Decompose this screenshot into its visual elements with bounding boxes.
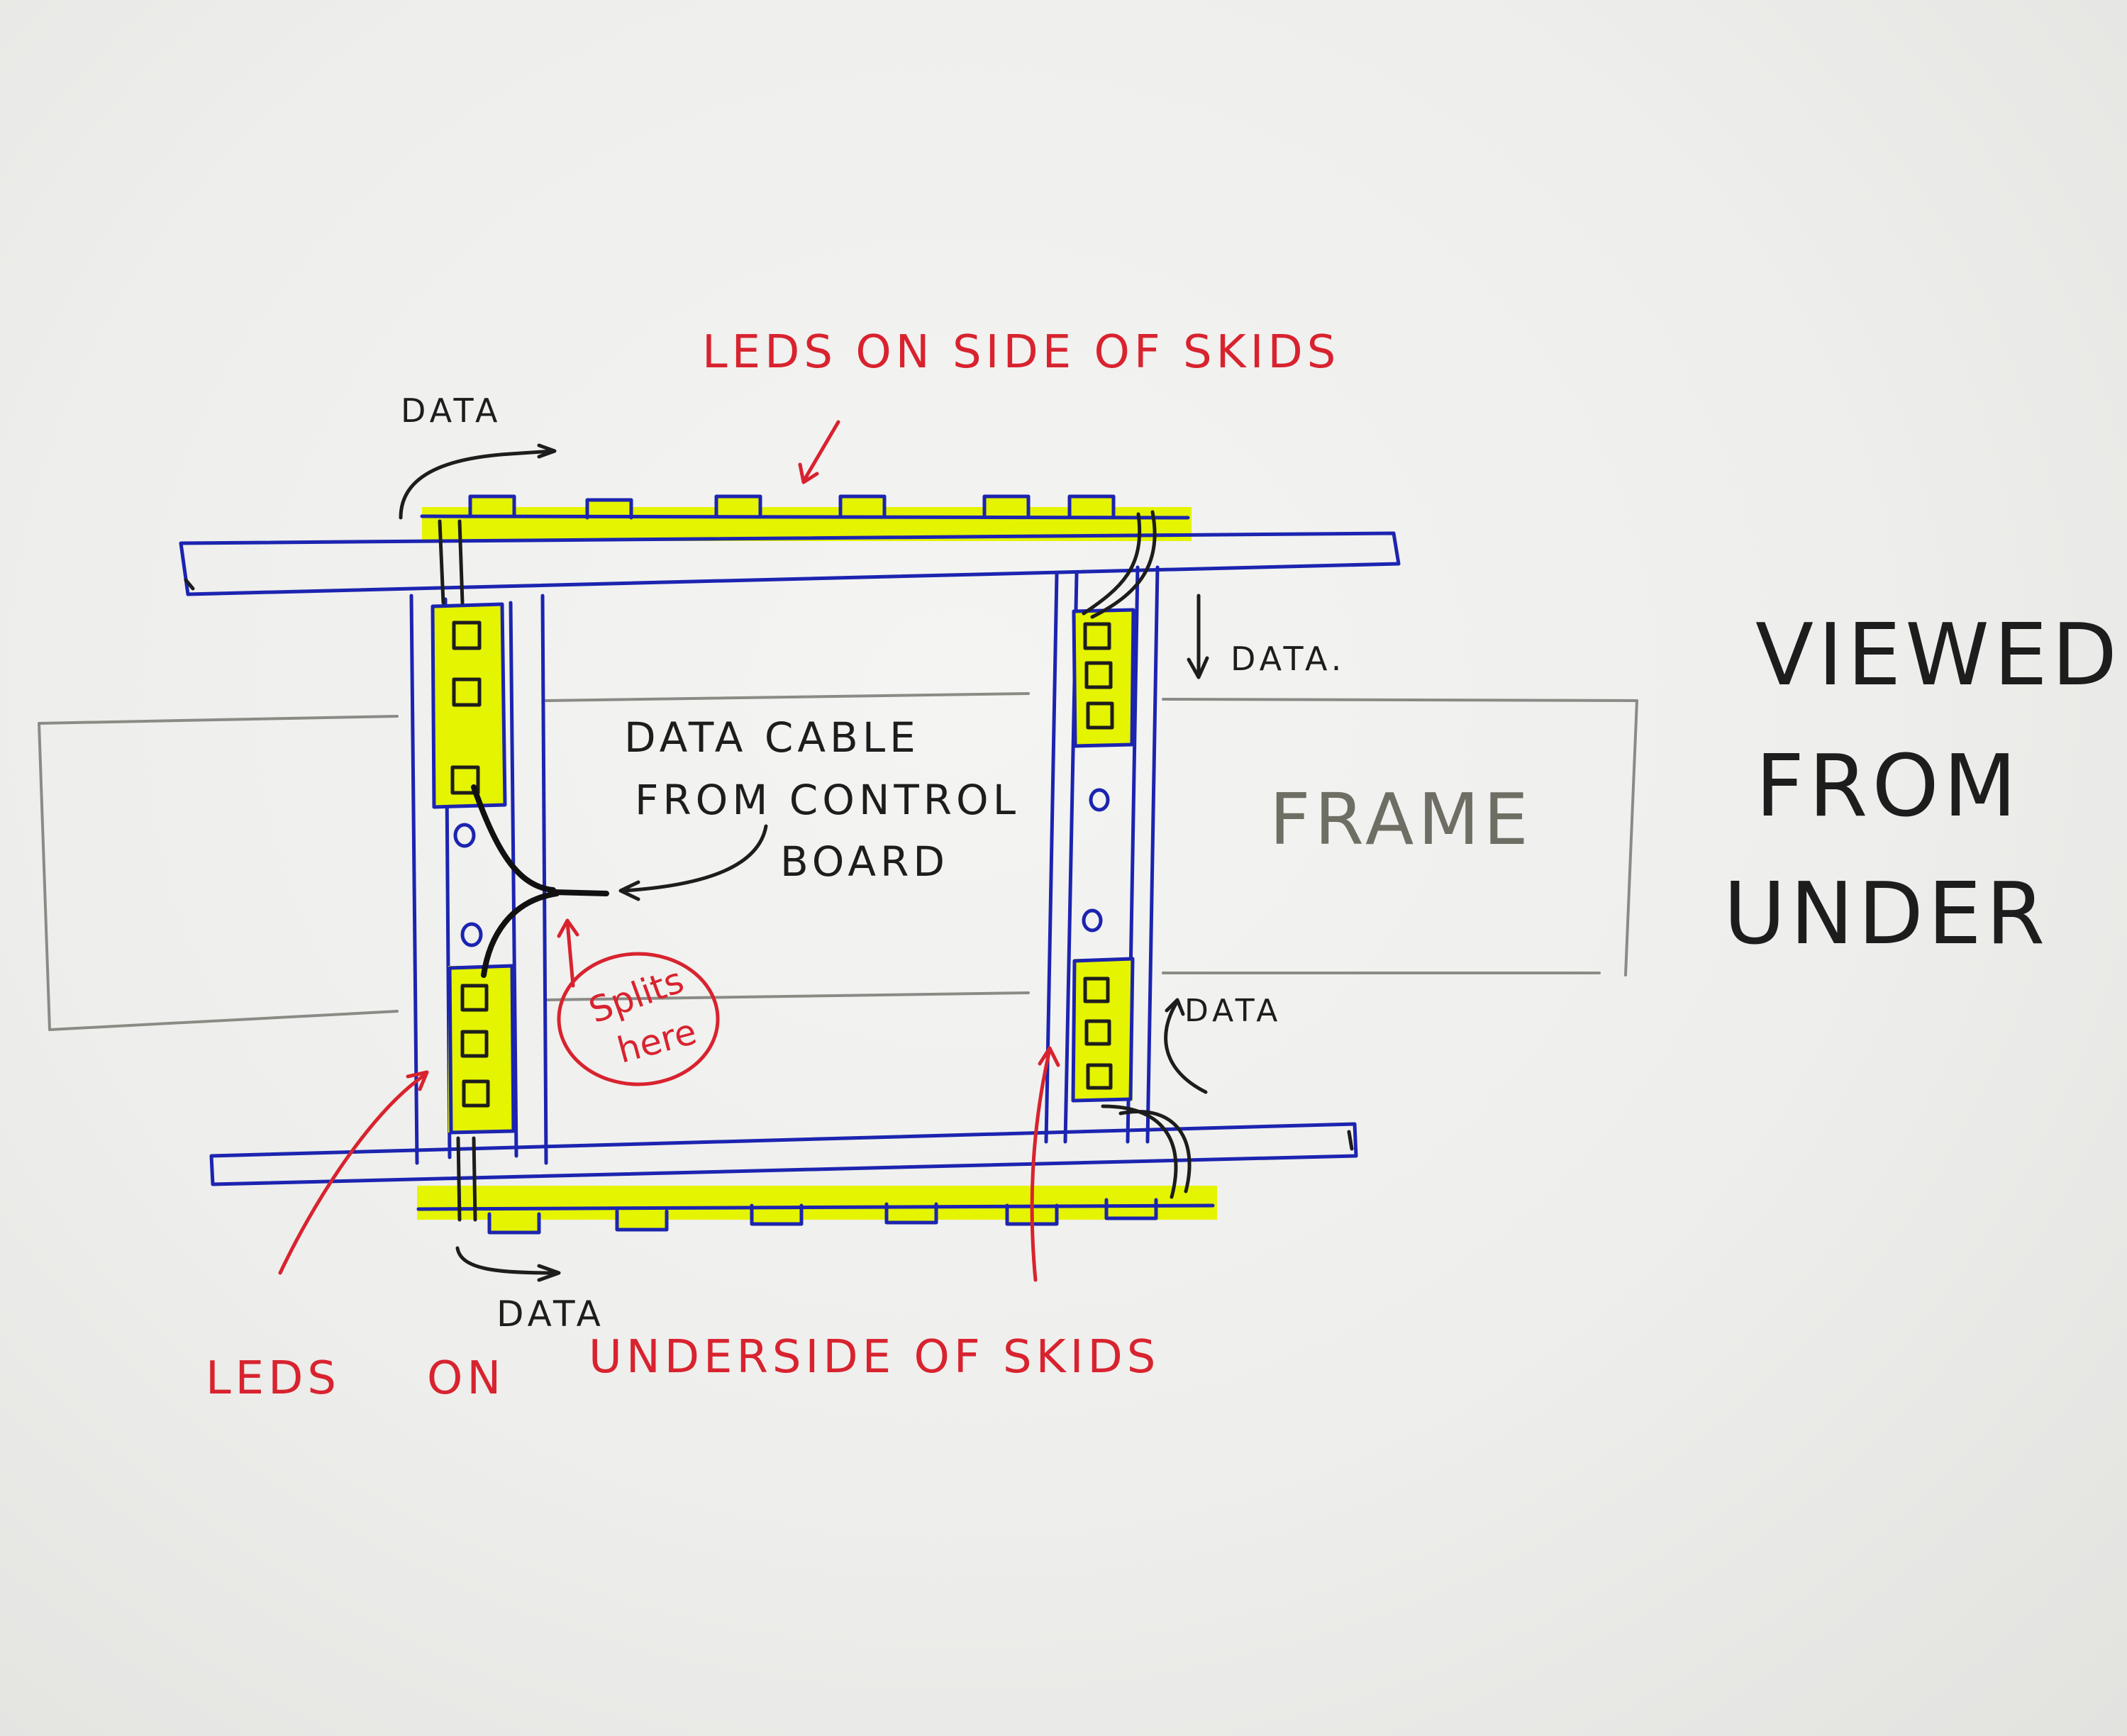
cable-note-line3: BOARD <box>780 838 949 886</box>
data-cable <box>471 784 609 978</box>
leds-under-word1: LEDS <box>206 1352 340 1405</box>
annotation-arrows <box>278 420 1060 1282</box>
view-note: VIEWED FROM UNDER <box>1723 606 2121 964</box>
view-note-line1: VIEWED <box>1755 606 2121 705</box>
leds-side-label: LEDS ON SIDE OF SKIDS <box>702 326 1340 379</box>
frame-outline <box>38 692 1638 1031</box>
leds-under-word2: ON <box>427 1352 505 1405</box>
data-top-left-label: DATA <box>401 391 502 430</box>
splits-circle <box>557 952 720 1086</box>
bottom-skid <box>209 1122 1358 1235</box>
data-right-top-label: DATA. <box>1231 640 1345 678</box>
view-note-line2: FROM <box>1755 738 2021 836</box>
cable-note-line2: FROM CONTROL <box>635 776 1020 824</box>
data-arrows <box>399 443 1209 1282</box>
data-right-bottom-label: DATA <box>1184 993 1282 1029</box>
data-bottom-label: DATA <box>496 1293 605 1335</box>
splits-note: Splits here <box>584 959 701 1072</box>
cable-note: DATA CABLE FROM CONTROL BOARD <box>624 713 1020 886</box>
view-note-line3: UNDER <box>1723 865 2049 964</box>
frame-label: FRAME <box>1270 778 1533 861</box>
left-arm <box>409 519 548 1222</box>
cable-note-line1: DATA CABLE <box>624 713 920 762</box>
top-skid <box>179 494 1401 596</box>
leds-under-word3: UNDERSIDE OF SKIDS <box>589 1331 1160 1384</box>
right-arm <box>1044 510 1192 1199</box>
leds-underside-note: LEDS ON UNDERSIDE OF SKIDS <box>206 1331 1160 1405</box>
